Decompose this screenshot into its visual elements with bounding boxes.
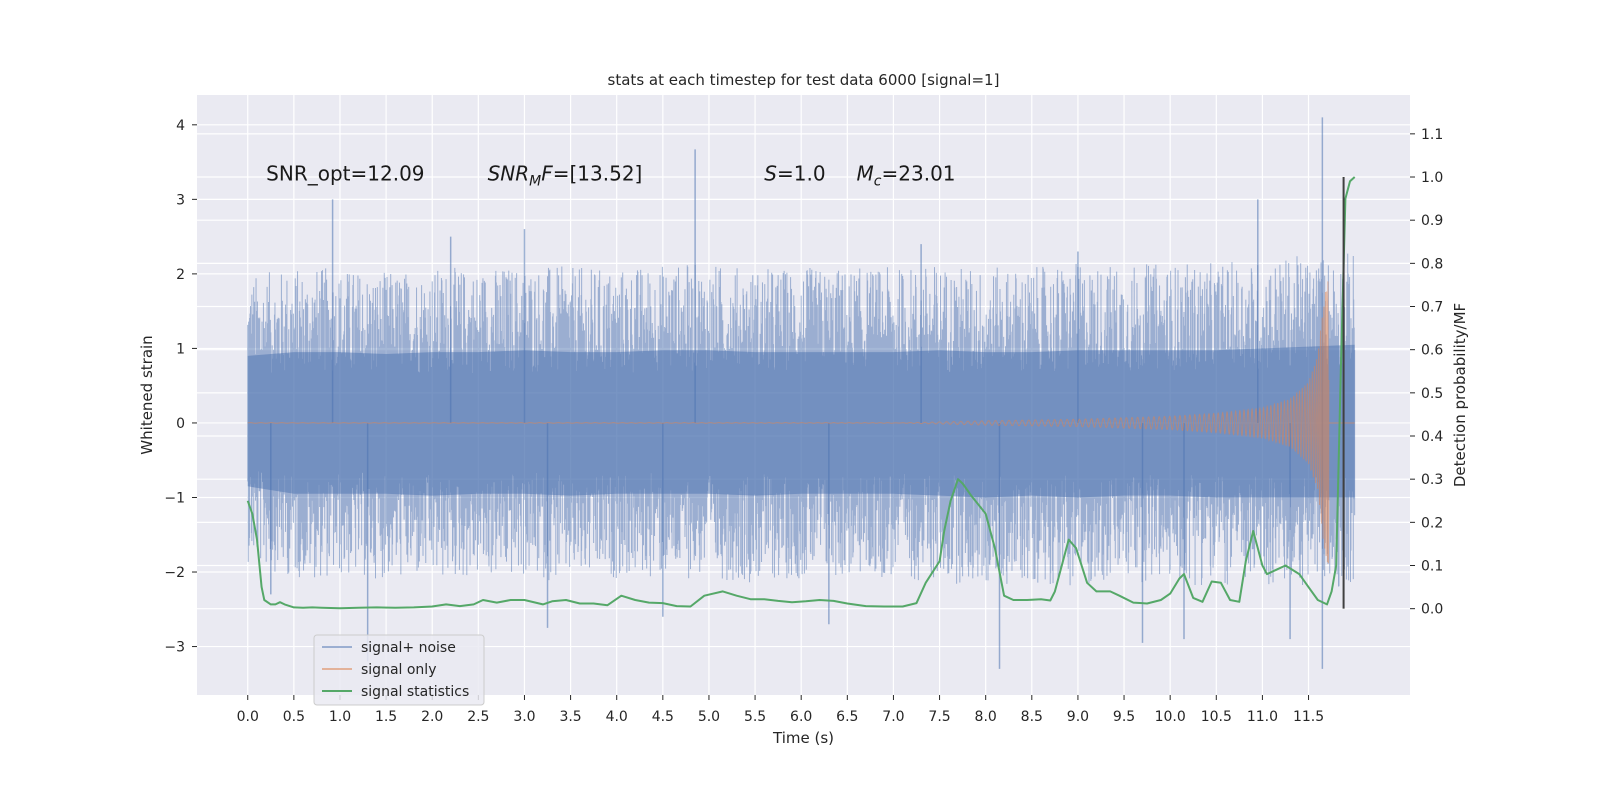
annotation-2: SNRMF=[13.52] [488, 161, 643, 189]
y-axis-label: Whitened strain [138, 335, 156, 454]
x-tick-label: 10.5 [1201, 709, 1232, 725]
noise-trace [247, 253, 1356, 587]
y-tick-label: 3 [176, 192, 185, 208]
y2-tick-label: 0.1 [1421, 559, 1443, 575]
signal-plus-noise-series [247, 117, 1356, 669]
annotation-3: S=1.0 [764, 161, 825, 185]
y2-tick-label: 0.2 [1421, 515, 1443, 531]
x-tick-label: 9.5 [1113, 709, 1135, 725]
x-tick-label: 2.0 [421, 709, 443, 725]
y2-tick-label: 0.4 [1421, 429, 1443, 445]
legend-label: signal only [361, 662, 436, 678]
x-tick-label: 5.0 [698, 709, 720, 725]
y-axis-left: −3 −2 −1 0 1 2 3 4 [164, 118, 197, 656]
y2-tick-label: 0.7 [1421, 300, 1443, 316]
y2-tick-label: 0.0 [1421, 602, 1443, 618]
x-axis: 0.0 0.5 1.0 1.5 2.0 2.5 3.0 3.5 4.0 4.5 5.0 5.5 6.0 6… [237, 695, 1324, 725]
x-tick-label: 8.0 [975, 709, 997, 725]
y2-tick-label: 1.0 [1421, 170, 1443, 186]
annotations: SNR_opt=12.09 SNRMF=[13.52] S=1.0 Mc=23.01 [266, 161, 955, 189]
x-tick-label: 11.5 [1293, 709, 1324, 725]
signal-statistics-series [246, 176, 1356, 610]
x-tick-label: 6.0 [790, 709, 812, 725]
statistics-line [246, 176, 1356, 610]
chart-title: stats at each timestep for test data 600… [608, 71, 1000, 89]
y2-tick-label: 1.1 [1421, 127, 1443, 143]
annotation-1: SNR_opt=12.09 [266, 161, 424, 185]
x-tick-label: 4.5 [652, 709, 674, 725]
x-tick-label: 3.5 [559, 709, 581, 725]
x-tick-label: 0.5 [283, 709, 305, 725]
y-tick-label: −1 [164, 490, 185, 506]
y-tick-label: 2 [176, 267, 185, 283]
x-tick-label: 7.5 [928, 709, 950, 725]
legend-box [313, 634, 485, 706]
y2-tick-label: 0.9 [1421, 213, 1443, 229]
x-tick-label: 3.0 [513, 709, 535, 725]
x-tick-label: 5.5 [744, 709, 766, 725]
y2-tick-label: 0.6 [1421, 343, 1443, 359]
x-tick-label: 4.0 [606, 709, 628, 725]
y-axis-right: 0.0 0.1 0.2 0.3 0.4 0.5 0.6 0.7 0.8 0.9 1.0 1.1 [1410, 127, 1443, 618]
x-tick-label: 9.0 [1067, 709, 1089, 725]
x-tick-label: 1.0 [329, 709, 351, 725]
x-tick-label: 11.0 [1247, 709, 1278, 725]
legend-label: signal+ noise [361, 640, 456, 656]
legend-label: signal statistics [361, 684, 469, 700]
signal-trace [247, 281, 1330, 564]
y-tick-label: −3 [164, 640, 185, 656]
y2-tick-label: 0.3 [1421, 472, 1443, 488]
y2-tick-label: 0.5 [1421, 386, 1443, 402]
x-tick-label: 1.5 [375, 709, 397, 725]
x-tick-label: 10.0 [1155, 709, 1186, 725]
y-tick-label: −2 [164, 565, 185, 581]
x-axis-label: Time (s) [772, 729, 834, 747]
x-tick-label: 7.0 [882, 709, 904, 725]
y-tick-label: 4 [176, 118, 185, 134]
y-tick-label: 1 [176, 341, 185, 357]
annotation-4: Mc=23.01 [857, 161, 956, 189]
y-tick-label: 0 [176, 416, 185, 432]
x-tick-label: 2.5 [467, 709, 489, 725]
y2-axis-label: Detection probability/MF [1451, 303, 1469, 487]
legend: signal+ noise signal only signal statistic… [313, 634, 485, 706]
x-tick-label: 0.0 [237, 709, 259, 725]
x-tick-label: 8.5 [1021, 709, 1043, 725]
x-tick-label: 6.5 [836, 709, 858, 725]
y2-tick-label: 0.8 [1421, 256, 1443, 272]
signal-only-series [247, 281, 1355, 564]
